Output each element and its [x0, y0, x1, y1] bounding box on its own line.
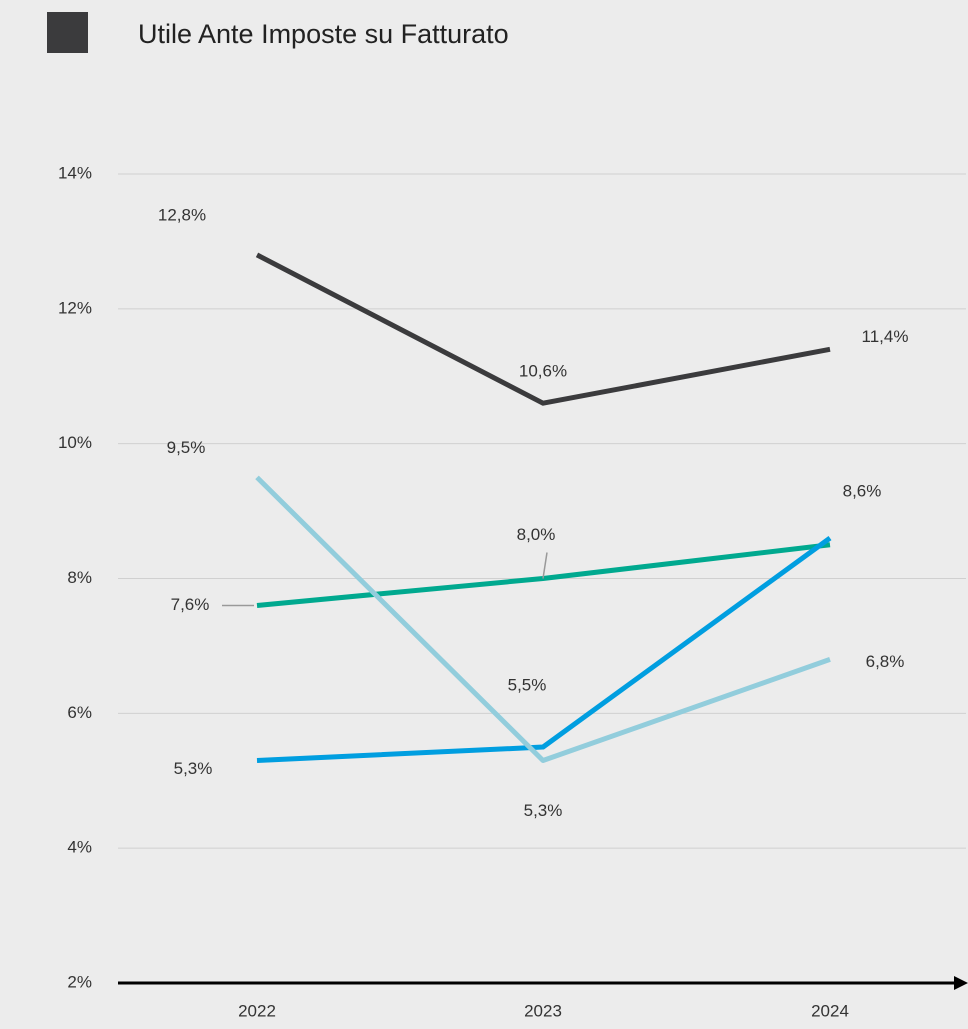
- series-line: [255, 252, 831, 406]
- data-label: 5,3%: [524, 801, 563, 820]
- y-tick-label: 6%: [67, 703, 92, 722]
- data-label: 6,8%: [866, 652, 905, 671]
- y-tick-label: 4%: [67, 838, 92, 857]
- data-label: 12,8%: [158, 205, 206, 224]
- data-label: 10,6%: [519, 362, 567, 381]
- x-axis-arrow: [954, 976, 968, 990]
- data-label: 5,5%: [508, 676, 547, 695]
- x-tick-label: 2022: [238, 1001, 276, 1020]
- data-label: 5,3%: [174, 759, 213, 778]
- x-tick-label: 2024: [811, 1001, 849, 1020]
- series-line: [256, 536, 832, 764]
- chart-title: Utile Ante Imposte su Fatturato: [138, 19, 509, 49]
- title-icon: [47, 12, 88, 53]
- data-label: 9,5%: [167, 438, 206, 457]
- data-label: 11,4%: [862, 327, 909, 346]
- data-label: 7,6%: [171, 595, 210, 614]
- x-tick-label: 2023: [524, 1001, 562, 1020]
- leader-line: [542, 552, 548, 579]
- data-label: 8,6%: [843, 482, 882, 501]
- data-label: 8,0%: [517, 525, 556, 544]
- y-tick-label: 14%: [58, 163, 92, 182]
- y-tick-label: 2%: [67, 972, 92, 991]
- series-line: [255, 475, 831, 764]
- y-tick-label: 12%: [58, 298, 92, 317]
- y-tick-label: 10%: [58, 433, 92, 452]
- y-tick-label: 8%: [67, 568, 92, 587]
